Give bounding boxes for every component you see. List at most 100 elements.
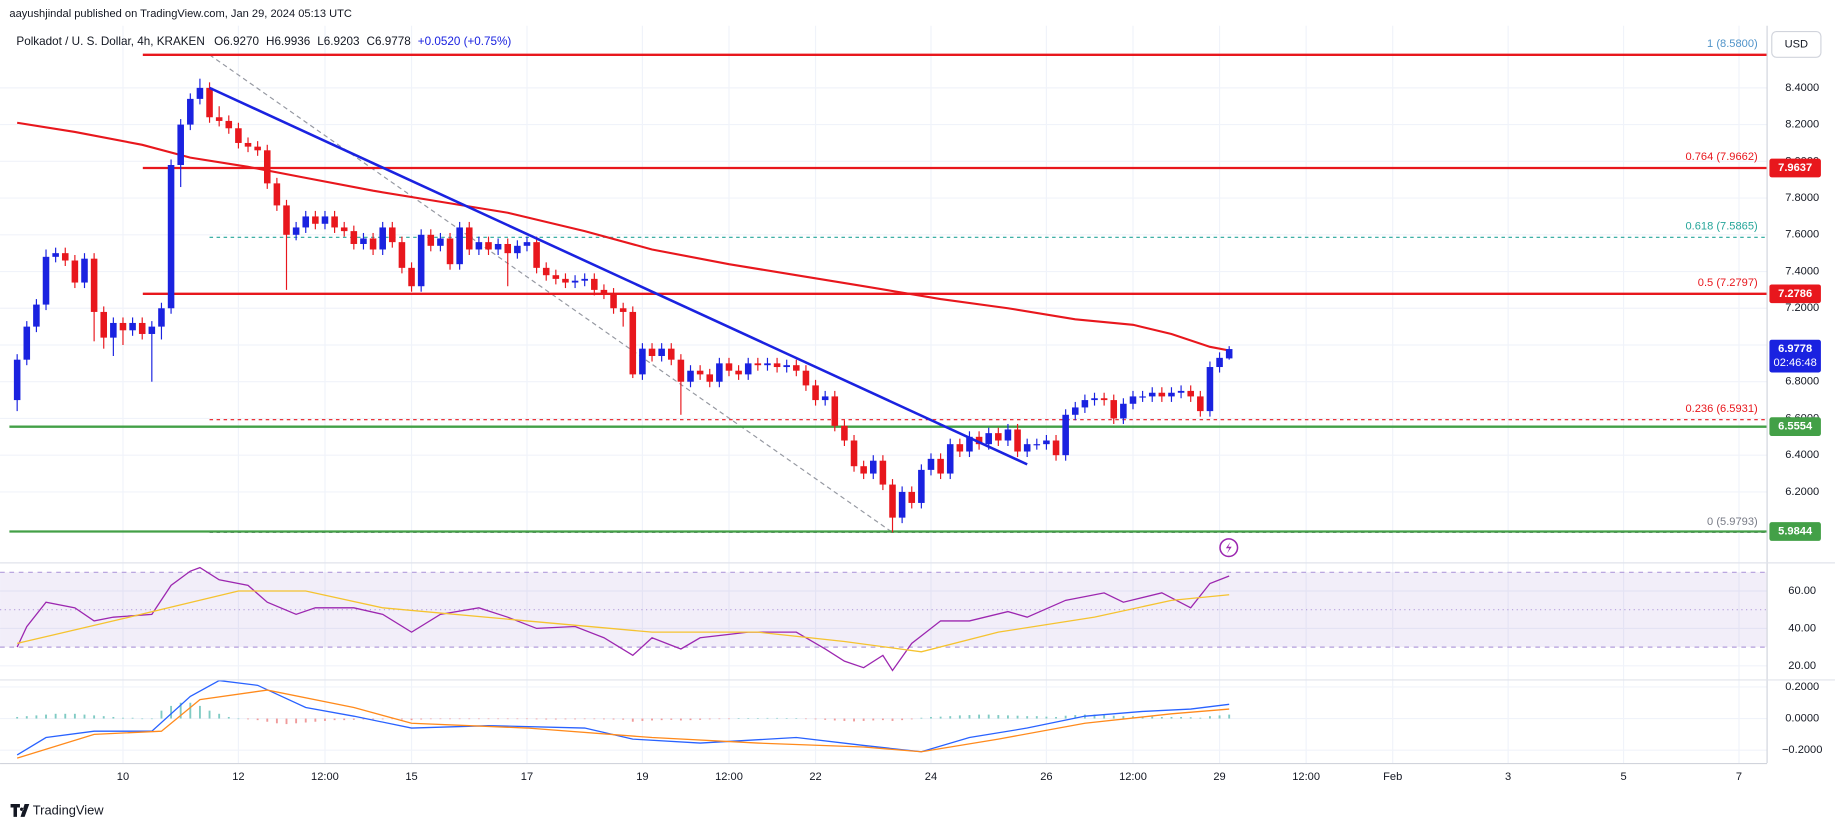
candle-body [81, 258, 88, 283]
histogram-bar [795, 718, 798, 719]
candle-body [696, 370, 704, 375]
candle-body [360, 238, 367, 244]
x-tick-label: 12:00 [1119, 771, 1147, 783]
candle-body [427, 234, 435, 246]
countdown-label: 02:46:48 [1774, 357, 1817, 369]
ohlc-change: +0.0520 (+0.75%) [418, 35, 512, 48]
histogram-bar [949, 716, 952, 719]
candle-body [52, 253, 59, 257]
x-tick-label: 3 [1505, 771, 1511, 783]
candle-body [514, 245, 521, 254]
candle-body [610, 293, 617, 309]
candle-body [177, 124, 184, 166]
candle-body [648, 348, 656, 357]
histogram-bar [824, 718, 827, 720]
axis-layer: 10 12 12:00 15 17 19 12:00 22 24 26 12:00 29 12:00 Fe… [0, 25, 1835, 783]
candle-body [235, 128, 242, 143]
histogram-bar [545, 718, 548, 720]
histogram-bar [622, 718, 625, 720]
histogram-bar [1007, 715, 1009, 719]
y-tick-label: 8.4000 [1785, 82, 1819, 94]
y-tick-label: 40.00 [1788, 622, 1816, 634]
candle-body [985, 433, 992, 445]
histogram-bar [54, 713, 57, 719]
plot-layer [0, 53, 1768, 759]
candle-body [542, 267, 550, 276]
histogram-bar [776, 717, 779, 719]
histogram-bar [198, 705, 201, 719]
histogram-bar [122, 717, 124, 719]
candle-body [706, 374, 714, 382]
y-tick-label: 7.8000 [1785, 192, 1819, 204]
currency-button-label[interactable]: USD [1785, 38, 1808, 50]
histogram-bar [25, 716, 28, 719]
candle-body [629, 311, 637, 375]
candle-body [1158, 392, 1166, 397]
candle-body [841, 425, 848, 441]
candle-body [571, 280, 579, 283]
brand-mark [10, 803, 30, 817]
histogram-bar [833, 718, 836, 721]
x-tick-label: 10 [117, 771, 129, 783]
histogram-bar [1151, 716, 1154, 719]
histogram-bar [997, 715, 1000, 719]
indicator-line [16, 566, 1230, 672]
histogram-bar [1180, 716, 1183, 719]
histogram-bar [891, 718, 894, 721]
candle-body [1168, 392, 1175, 397]
candle-body [783, 365, 790, 368]
histogram-bar [631, 718, 634, 722]
histogram-bar [1055, 716, 1057, 719]
candle-body [119, 322, 127, 331]
histogram-bar [1122, 716, 1125, 719]
price-tag [1769, 522, 1821, 541]
histogram-bar [920, 717, 923, 719]
histogram-bar [218, 713, 221, 719]
candle-body [869, 460, 877, 474]
histogram-bar [16, 716, 19, 719]
histogram-bar [304, 718, 307, 723]
candle-body [437, 238, 444, 246]
candle-body [263, 150, 271, 184]
candle-body [552, 275, 560, 279]
candle-body [389, 227, 396, 243]
candle-body [446, 238, 454, 265]
histogram-bar [1093, 714, 1096, 719]
histogram-bar [593, 718, 596, 720]
alert-icon [1219, 538, 1239, 558]
author-line: aayushjindal published on TradingView.co… [9, 8, 352, 20]
rsi-band [0, 572, 1768, 648]
candle-body [129, 322, 136, 331]
candle-body [13, 359, 21, 401]
histogram-bar [853, 718, 855, 722]
price-tag [1769, 158, 1821, 178]
histogram-bar [439, 718, 442, 720]
histogram-bar [737, 718, 740, 719]
ohlc-open: O6.9270 [214, 35, 259, 48]
candle-body [138, 322, 146, 334]
currency-button[interactable] [1771, 31, 1822, 58]
histogram-bar [372, 718, 375, 720]
x-tick-label: 15 [405, 771, 417, 783]
price-axis-background [1767, 25, 1835, 775]
histogram-bar [583, 718, 586, 720]
histogram-bar [420, 718, 423, 720]
candle-body [465, 227, 473, 250]
histogram-bar [275, 718, 278, 724]
candle-body [793, 365, 800, 371]
candle-body [1062, 414, 1069, 456]
y-tick-label: 60.00 [1788, 585, 1816, 597]
histogram-bar [670, 718, 673, 720]
histogram-bar [1074, 715, 1077, 719]
candle-body [658, 348, 665, 357]
histogram-bar [1112, 715, 1115, 719]
candle-body [1023, 444, 1031, 452]
candle-body [215, 117, 223, 121]
candle-body [639, 348, 646, 375]
histogram-bar [641, 718, 644, 721]
histogram-bar [208, 710, 211, 719]
candle-body [773, 363, 781, 368]
y-tick-label: 8.2000 [1785, 119, 1819, 131]
x-tick-label: 26 [1040, 771, 1052, 783]
